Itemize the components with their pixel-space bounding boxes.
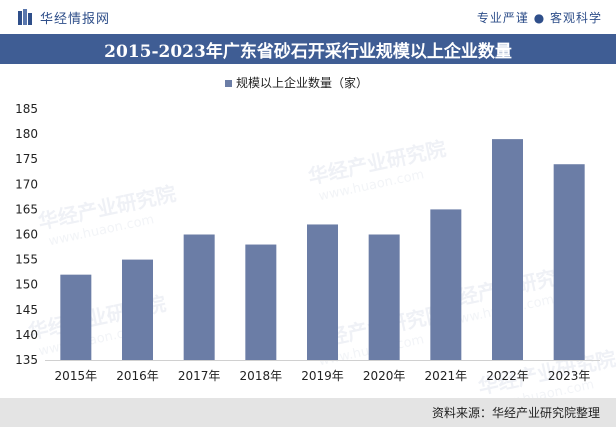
x-tick-label: 2015年 xyxy=(55,369,98,383)
bar-2016年 xyxy=(122,259,153,360)
x-tick-label: 2021年 xyxy=(425,369,468,383)
y-axis: 135 140 145 150 155 160 165 170 175 180 185 xyxy=(15,102,38,367)
footer: 资料来源：华经产业研究院整理 xyxy=(0,398,616,427)
y-tick-label: 165 xyxy=(15,202,38,216)
tagline: 专业严谨 ● 客观科学 xyxy=(476,10,602,25)
x-tick-label: 2020年 xyxy=(363,369,406,383)
y-tick-label: 135 xyxy=(15,353,38,367)
x-tick-label: 2018年 xyxy=(240,369,283,383)
bar-2021年 xyxy=(430,209,462,360)
bars xyxy=(60,139,585,360)
source-note: 资料来源：华经产业研究院整理 xyxy=(431,406,600,420)
bar-2020年 xyxy=(368,234,400,360)
bar-2023年 xyxy=(553,164,585,360)
bar-2015年 xyxy=(60,274,92,360)
bar-2019年 xyxy=(307,224,338,360)
bar-chart: 华经产业研究院www.huaon.com华经产业研究院www.huaon.com… xyxy=(15,75,616,398)
brand-name: 华经情报网 xyxy=(40,11,111,27)
x-tick-label: 2017年 xyxy=(178,369,221,383)
y-tick-label: 145 xyxy=(15,303,38,317)
chart-title: 2015-2023年广东省砂石开采行业规模以上企业数量 xyxy=(0,34,616,64)
y-tick-label: 140 xyxy=(15,328,38,342)
bar-2018年 xyxy=(245,244,277,360)
x-tick-label: 2019年 xyxy=(301,369,344,383)
x-tick-label: 2023年 xyxy=(548,369,591,383)
x-axis: 2015年 2016年 2017年 2018年 2019年 2020年 2021年 2022年… xyxy=(45,360,600,383)
bar-2022年 xyxy=(492,139,523,360)
bar-2017年 xyxy=(183,234,215,360)
legend: 规模以上企业数量（家） xyxy=(225,75,368,90)
y-tick-label: 155 xyxy=(15,253,38,267)
legend-swatch xyxy=(225,80,232,87)
legend-label: 规模以上企业数量（家） xyxy=(236,75,368,90)
brand-logo-icon xyxy=(18,9,32,25)
x-tick-label: 2022年 xyxy=(486,369,529,383)
brand: 华经情报网 xyxy=(18,8,110,27)
y-tick-label: 180 xyxy=(15,127,38,141)
y-tick-label: 185 xyxy=(15,102,38,116)
top-bar: 华经情报网 专业严谨 ● 客观科学 xyxy=(0,0,616,34)
y-tick-label: 160 xyxy=(15,228,38,242)
x-tick-label: 2016年 xyxy=(116,369,159,383)
y-tick-label: 175 xyxy=(15,152,38,166)
y-tick-label: 150 xyxy=(15,278,38,292)
y-tick-label: 170 xyxy=(15,177,38,191)
